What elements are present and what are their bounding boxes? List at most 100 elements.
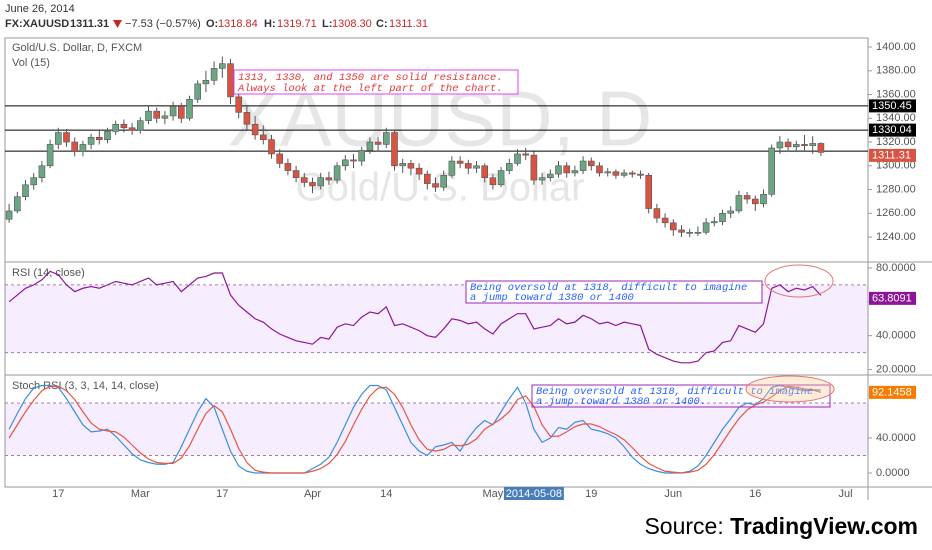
candle-body — [571, 170, 579, 174]
candle-body — [555, 165, 562, 175]
annotation-text: a jump toward 1380 or 1400. — [536, 396, 706, 408]
candle-body — [22, 184, 29, 197]
candle-body — [309, 182, 316, 187]
panel-title: Stoch RSI (3, 3, 14, 14, close) — [12, 380, 159, 392]
candle-body — [235, 96, 242, 113]
candle-body — [54, 132, 62, 145]
candle-body — [456, 160, 464, 164]
candle-body — [481, 165, 489, 178]
price-tag: 63.8091 — [872, 292, 912, 304]
candle-body — [563, 165, 571, 174]
y-tick-label: 1400.00 — [876, 41, 916, 53]
candle-body — [161, 115, 169, 119]
candle-body — [727, 210, 735, 214]
candle-body — [473, 165, 480, 169]
candle-body — [128, 127, 136, 131]
candle-body — [809, 143, 817, 146]
candle-body — [300, 177, 308, 183]
candle-body — [210, 68, 218, 81]
candle-body — [251, 123, 259, 136]
candle-body — [112, 123, 119, 132]
candle-body — [71, 141, 78, 152]
ohlc-label: H: — [264, 18, 276, 30]
candle-body — [14, 196, 21, 212]
candle-body — [259, 134, 267, 140]
crosshair-label: 2014-05-08 — [506, 488, 562, 500]
candle-body — [186, 98, 193, 119]
y-tick-label: 0.0000 — [876, 467, 910, 479]
candle-body — [817, 143, 825, 153]
source: Source: TradingView.com — [644, 513, 918, 539]
candle-body — [268, 139, 275, 155]
annotation-box — [531, 384, 831, 408]
price-tag-bg — [869, 123, 916, 137]
candle-body — [137, 120, 144, 131]
candle-body — [669, 222, 677, 231]
candle-body — [38, 165, 46, 178]
annotation-text: a jump toward 1380 or 1400 — [470, 292, 634, 304]
candle-body — [579, 160, 587, 171]
candle-body — [530, 154, 538, 181]
candle-body — [432, 183, 439, 188]
candle-body — [792, 144, 800, 148]
candle-body — [702, 222, 710, 233]
x-tick-label: Apr — [304, 488, 321, 500]
candle-body — [719, 213, 726, 222]
candle-body — [399, 163, 407, 167]
candle-body — [366, 141, 374, 151]
candle-body — [596, 165, 603, 174]
price-tag: 1311.31 — [872, 149, 911, 161]
candle-body — [120, 123, 128, 129]
y-tick-label: 1320.00 — [876, 136, 916, 148]
ohlc-value: 1318.84 — [218, 18, 258, 30]
x-tick-label: 17 — [216, 488, 228, 500]
candle-body — [538, 177, 546, 181]
candle-body — [104, 131, 111, 140]
date: June 26, 2014 — [5, 3, 75, 15]
y-tick-label: 1280.00 — [876, 183, 916, 195]
x-tick-label: May — [483, 488, 504, 500]
source-prefix: Source: — [644, 513, 730, 539]
x-tick-label: 19 — [585, 488, 597, 500]
candle-body — [514, 153, 521, 164]
annotation-box — [465, 280, 763, 304]
candle-body — [292, 170, 300, 178]
candle-body — [30, 177, 38, 186]
y-tick-label: 1240.00 — [876, 231, 916, 243]
candle-body — [415, 167, 423, 175]
x-tick-label: Jun — [664, 488, 682, 500]
candle-body — [801, 144, 808, 146]
candle-body — [784, 141, 792, 148]
candle-body — [63, 132, 70, 143]
candle-body — [391, 132, 398, 167]
candle-body — [448, 160, 456, 176]
candle-body — [678, 229, 685, 233]
candle-body — [145, 110, 152, 121]
crosshair-box — [503, 487, 564, 500]
y-tick-label: 20.0000 — [876, 363, 916, 375]
source-name: TradingView.com — [730, 513, 918, 539]
price-tag: 92.1458 — [872, 386, 912, 398]
candle-body — [243, 112, 251, 125]
ohlc-value: 1319.71 — [277, 18, 317, 30]
candle-body — [96, 136, 103, 140]
candle-body — [653, 208, 661, 219]
y-tick-label: 80.0000 — [876, 262, 916, 274]
last-price: 1311.31 — [70, 18, 109, 30]
panel-title: Gold/U.S. Dollar, D, FXCM — [12, 42, 142, 54]
x-tick-label: 17 — [52, 488, 64, 500]
candle-body — [202, 79, 210, 85]
candle-body — [407, 163, 415, 169]
y-tick-label: 1360.00 — [876, 88, 916, 100]
candle-body — [743, 195, 751, 200]
candle-body — [276, 153, 284, 164]
x-tick-label: 14 — [380, 488, 392, 500]
candle-body — [46, 144, 54, 167]
candle-body — [735, 195, 743, 212]
candle-body — [194, 83, 201, 100]
annotation-text: 1313, 1330, and 1350 are solid resistanc… — [238, 72, 503, 84]
candle-body — [440, 174, 448, 188]
y-tick-label: 1260.00 — [876, 207, 916, 219]
y-tick-label: 1380.00 — [876, 65, 916, 77]
candle-body — [645, 174, 653, 209]
